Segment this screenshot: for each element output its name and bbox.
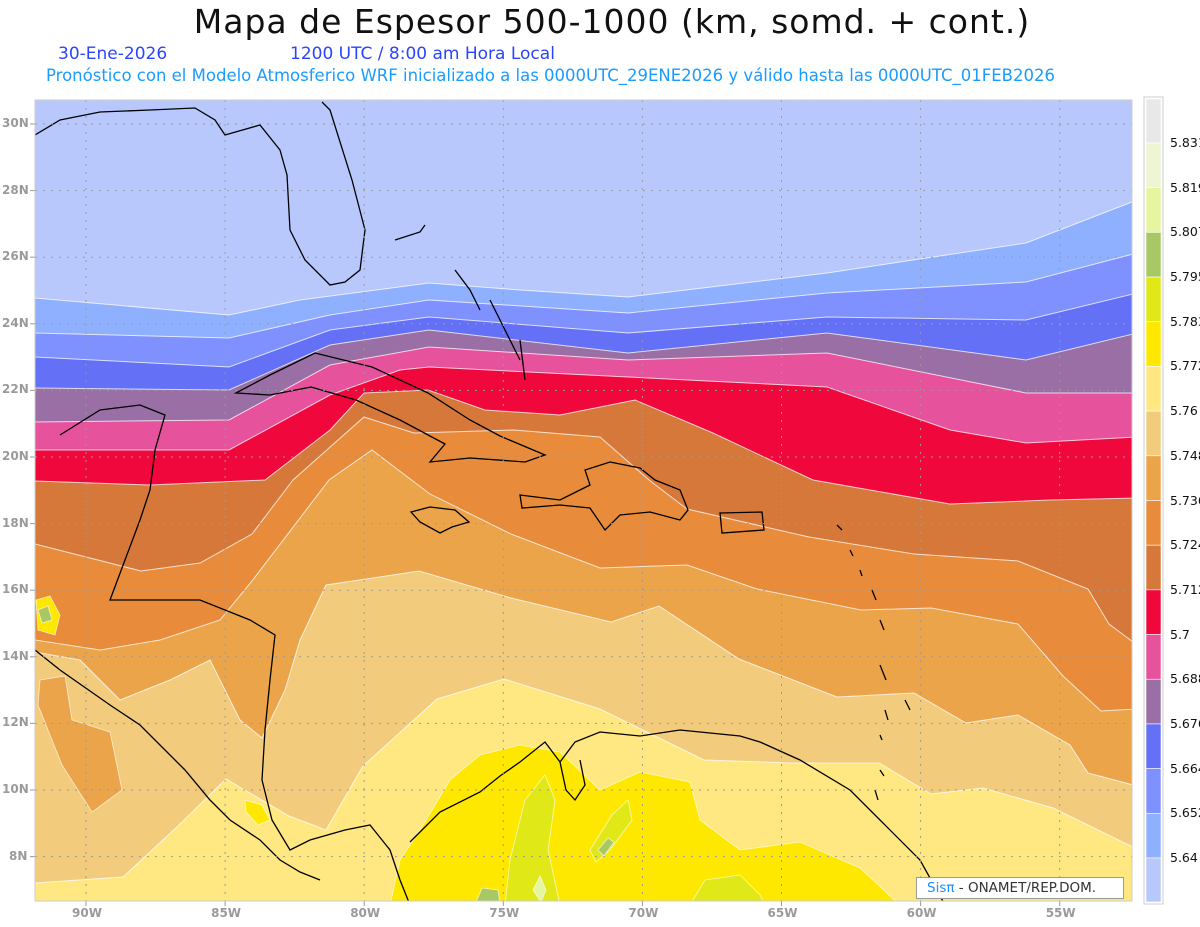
map-title: Mapa de Espesor 500-1000 (km, somd. + co… (193, 2, 1031, 41)
band-5.783-region (505, 774, 560, 901)
model-info: Pronóstico con el Modelo Atmosferico WRF… (46, 66, 1055, 85)
colorbar-swatch (1145, 276, 1162, 323)
band-5.783-patch (691, 874, 764, 901)
colorbar-swatch (1145, 366, 1162, 412)
contour-5.724 (35, 416, 1132, 642)
contour-5.688 (35, 346, 1132, 423)
cuba-coast (233, 352, 547, 463)
colorbar-swatch (1145, 232, 1162, 278)
colorbar-label: 5.783 (1170, 313, 1200, 329)
band-5.795-patch (476, 887, 500, 901)
lon-label: 90W (72, 906, 102, 920)
colorbar-swatch (1145, 321, 1162, 367)
thickness-bands (35, 100, 1132, 901)
central-america-coast (59, 404, 410, 901)
colorbar-swatch (1145, 813, 1162, 859)
lat-label: 10N (2, 782, 29, 796)
lat-label: 12N (2, 715, 29, 730)
band-5.807-patch (532, 875, 547, 901)
contour-5.676 (35, 329, 1132, 391)
south-america-coast (409, 729, 944, 901)
lat-label: 30N (2, 116, 29, 130)
colorbar-label: 5.772 (1170, 358, 1200, 374)
colorbar-swatch (1145, 544, 1162, 591)
band-5.795-patch (597, 837, 615, 857)
forecast-time: 1200 UTC / 8:00 am Hora Local (290, 44, 555, 64)
colorbar-label: 5.64 (1170, 850, 1198, 865)
colorbar-label: 5.652 (1170, 805, 1200, 821)
forecast-date: 30-Ene-2026 (58, 44, 168, 64)
lon-label: 80W (350, 906, 381, 920)
colorbar-label: 5.688 (1170, 671, 1200, 687)
lat-label: 14N (2, 648, 29, 663)
band-5.772-patch (244, 799, 271, 826)
band-5.736-patch (37, 675, 123, 813)
lat-label: 26N (2, 249, 29, 264)
colorbar-swatch (1145, 768, 1162, 814)
colorbar-label: 5.736 (1170, 492, 1200, 508)
colorbar-swatch (1145, 589, 1162, 635)
contour-5.7 (35, 366, 1132, 451)
lon-label: 60W (906, 906, 937, 920)
contour-5.664 (35, 293, 1132, 368)
colorbar-label: 5.664 (1170, 760, 1200, 776)
sispi-logo: Sisπ (927, 880, 955, 896)
colorbar (1143, 96, 1164, 905)
bahamas-coast (394, 224, 526, 381)
contour-5.736 (35, 449, 1132, 712)
lon-label: 70W (628, 906, 659, 920)
colorbar-swatch (1145, 500, 1162, 546)
contour-5.652 (35, 253, 1132, 339)
lat-label: 24N (2, 315, 29, 330)
colorbar-label: 5.712 (1170, 581, 1200, 597)
colorbar-label: 5.748 (1170, 447, 1200, 463)
colorbar-swatch (1145, 98, 1162, 144)
florida-coast (35, 101, 366, 286)
colorbar-swatch (1145, 410, 1162, 457)
colorbar-label: 5.7 (1170, 626, 1190, 642)
colorbar-label: 5.819 (1170, 179, 1200, 195)
lat-label: 8N (9, 848, 28, 863)
lat-label: 22N (2, 382, 29, 397)
lat-label: 20N (2, 449, 29, 463)
colorbar-swatch (1145, 723, 1162, 769)
lat-label: 28N (2, 182, 29, 197)
contour-5.748 (35, 570, 1132, 786)
lon-label: 55W (1045, 906, 1076, 920)
colorbar-label: 5.807 (1170, 224, 1200, 240)
lon-label: 65W (767, 906, 798, 920)
colorbar-swatch (1145, 678, 1162, 725)
credit-separator: - (954, 880, 968, 896)
colorbar-swatch (1145, 455, 1162, 501)
lat-label: 18N (2, 515, 29, 530)
band-5.795-patch (37, 605, 53, 624)
lon-label: 85W (211, 906, 242, 920)
colorbar-label: 5.724 (1170, 537, 1200, 553)
colorbar-swatch (1145, 187, 1162, 233)
maracaibo-coast (559, 759, 586, 802)
lesser-antilles (836, 524, 911, 801)
colorbar-label: 5.795 (1170, 269, 1200, 285)
puerto-rico-coast (719, 511, 765, 534)
colorbar-label: 5.831 (1170, 135, 1200, 150)
contour-5.76 (35, 678, 1132, 884)
lat-label: 16N (2, 582, 29, 597)
colorbar-label: 5.676 (1170, 715, 1200, 731)
contour-5.712 (35, 389, 1132, 505)
lon-label: 75W (489, 906, 520, 920)
credit-box: Sisπ - ONAMET/REP.DOM. (916, 877, 1124, 899)
colorbar-swatch (1145, 857, 1162, 903)
colorbar-swatch (1145, 142, 1162, 188)
colorbar-swatch (1145, 634, 1162, 680)
contour-5.64 (35, 201, 1132, 316)
colorbar-label: 5.76 (1170, 403, 1198, 419)
jamaica-coast (409, 506, 471, 534)
grid-lines (30, 100, 1132, 906)
coastlines (35, 101, 944, 901)
pacific-coast (35, 649, 321, 881)
credit-org: ONAMET/REP.DOM. (967, 880, 1097, 896)
hispaniola-coast (519, 461, 689, 532)
map-frame (34, 99, 1133, 902)
